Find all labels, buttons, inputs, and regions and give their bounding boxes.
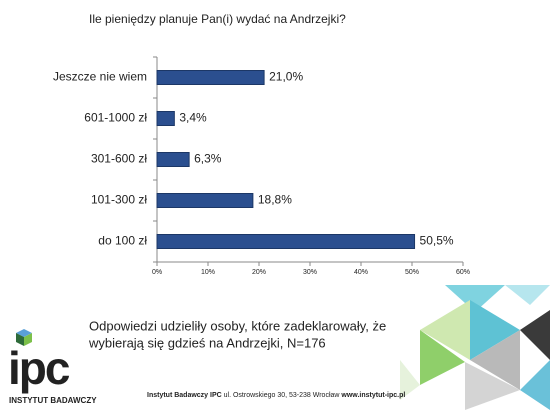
y-tick-label: 301-600 zł — [91, 152, 147, 166]
decoration — [400, 285, 550, 410]
y-tick-label: 101-300 zł — [91, 193, 147, 207]
x-tick-label: 50% — [405, 269, 419, 276]
footer-address: ul. Ostrowskiego 30, 53-238 Wrocław — [224, 392, 341, 399]
logo-icon — [16, 329, 32, 346]
note-line: Odpowiedzi udzieliły osoby, które zadekl… — [89, 318, 386, 333]
logo-subtitle: INSTYTUT BADAWCZY — [9, 396, 97, 405]
footer-name: Instytut Badawczy IPC — [147, 392, 222, 399]
y-tick-label: Jeszcze nie wiem — [53, 70, 147, 84]
bar — [156, 234, 416, 249]
x-tick-label: 40% — [354, 269, 368, 276]
chart-title: Ile pieniędzy planuje Pan(i) wydać na An… — [89, 12, 346, 26]
bar — [156, 70, 265, 85]
value-label: 21,0% — [269, 70, 303, 84]
footer-url: www.instytut-ipc.pl — [340, 392, 405, 399]
x-tick-label: 20% — [252, 269, 266, 276]
logo-mark: ipc — [8, 342, 70, 394]
x-tick-label: 10% — [201, 269, 215, 276]
bar — [156, 111, 175, 126]
value-label: 3,4% — [179, 111, 207, 125]
value-label: 50,5% — [420, 234, 454, 248]
x-tick-label: 30% — [303, 269, 317, 276]
note-line: wybierają się gdzieś na Andrzejki, N=176 — [88, 335, 326, 350]
bar — [156, 152, 190, 167]
x-tick-label: 60% — [456, 269, 470, 276]
x-tick-label: 0% — [152, 269, 162, 276]
footer: Instytut Badawczy IPC ul. Ostrowskiego 3… — [147, 392, 405, 399]
bar — [156, 193, 254, 208]
value-label: 18,8% — [258, 193, 292, 207]
y-tick-label: 601-1000 zł — [84, 111, 147, 125]
value-label: 6,3% — [194, 152, 222, 166]
y-tick-label: do 100 zł — [98, 234, 147, 248]
